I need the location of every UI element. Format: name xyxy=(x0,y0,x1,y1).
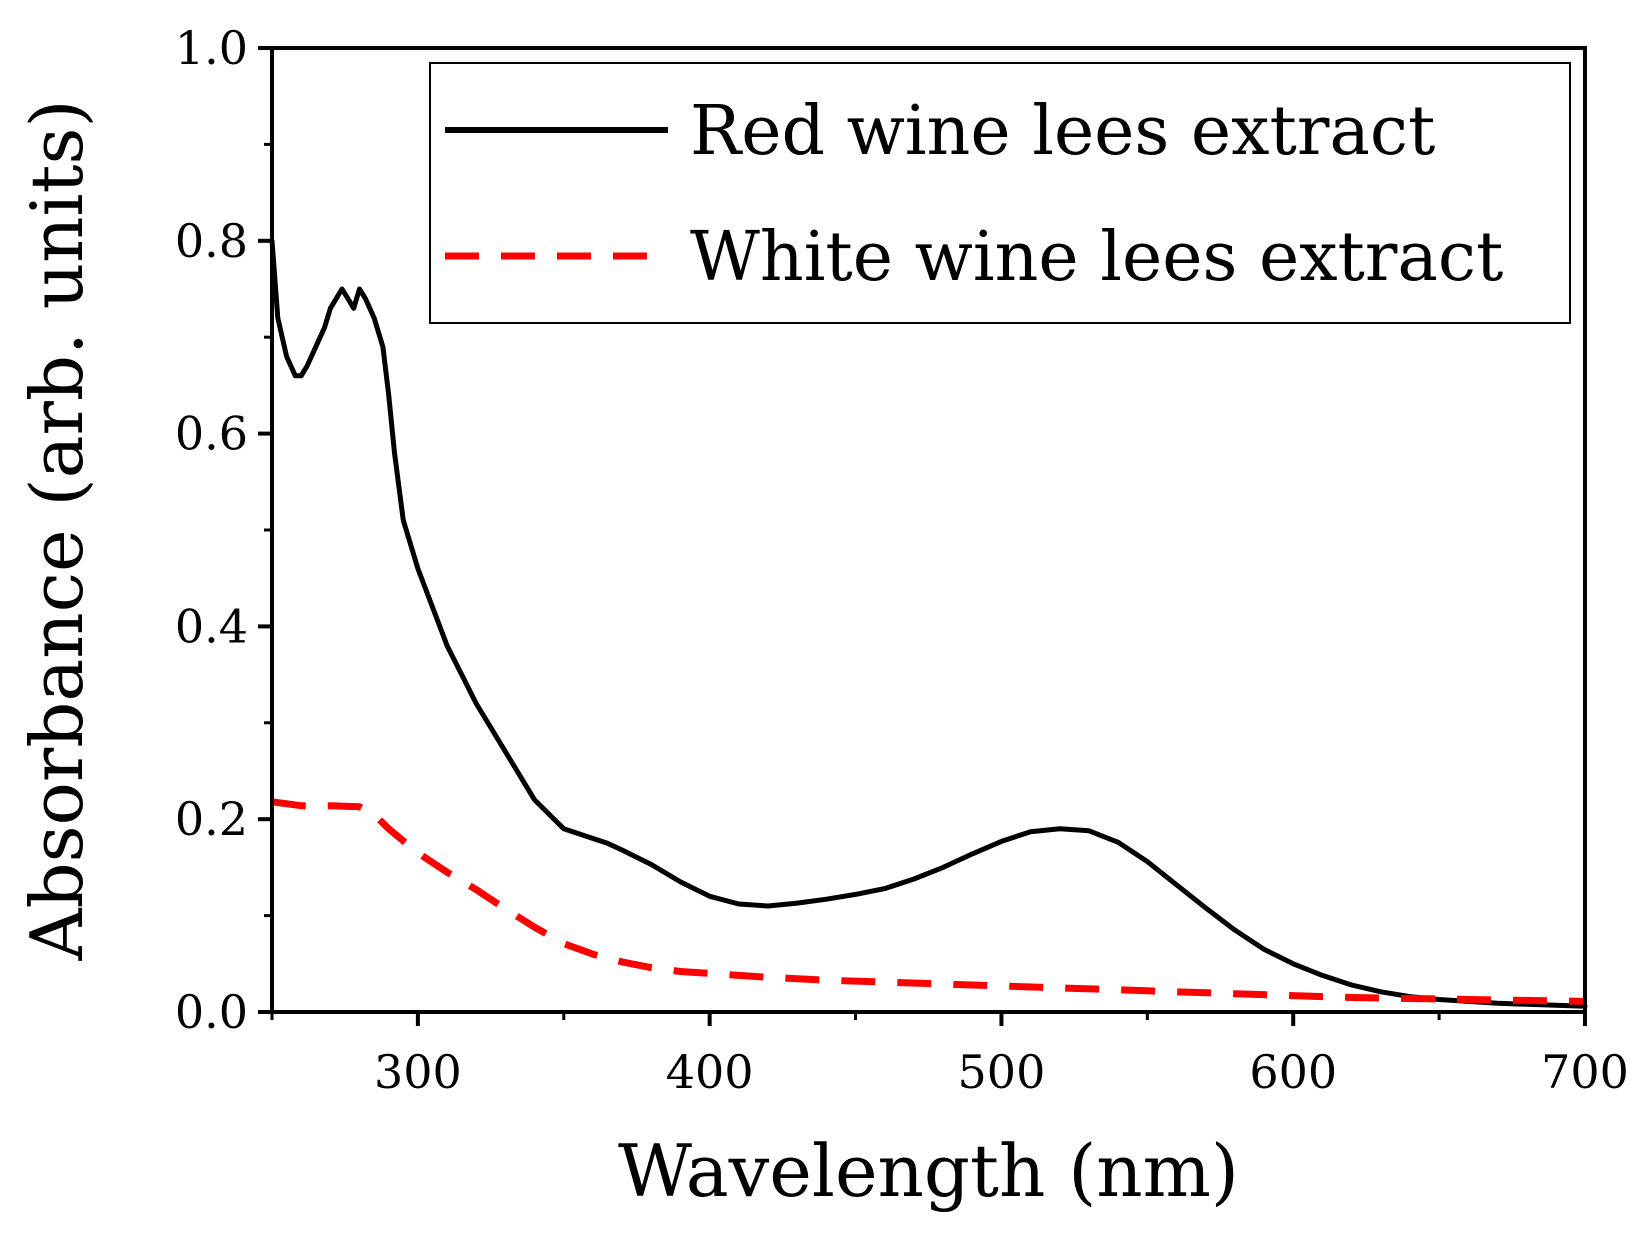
x-tick-label: 700 xyxy=(1541,1045,1629,1099)
series-line-white-wine xyxy=(271,798,1586,1005)
y-tick-label: 0.8 xyxy=(175,214,248,268)
major-tick-layer xyxy=(258,46,1587,1026)
y-tick-label: 0.0 xyxy=(175,985,248,1039)
plot-frame xyxy=(270,46,1587,1014)
series-layer xyxy=(269,238,1588,1009)
x-tick-label: 500 xyxy=(958,1045,1046,1099)
legend-label-white-wine: White wine lees extract xyxy=(690,218,1503,297)
y-tick-label: 1.0 xyxy=(175,21,248,75)
y-tick-label: 0.4 xyxy=(175,599,248,653)
x-axis-title: Wavelength (nm) xyxy=(618,1129,1239,1213)
y-axis-title: Absorbance (arb. units) xyxy=(15,99,99,961)
x-tick-label: 400 xyxy=(666,1045,754,1099)
x-tick-label: 300 xyxy=(374,1045,462,1099)
y-tick-label: 0.6 xyxy=(175,407,248,461)
legend-label-red-wine: Red wine lees extract xyxy=(690,92,1435,171)
y-tick-label: 0.2 xyxy=(175,792,248,846)
legend: Red wine lees extract White wine lees ex… xyxy=(429,62,1571,324)
legend-box xyxy=(429,62,1571,324)
x-tick-label: 600 xyxy=(1249,1045,1337,1099)
tick-label-layer: 300 400 500 600 700 0.0 0.2 0.4 0.6 0.8 1.0 xyxy=(175,21,1629,1099)
series-line-red-wine xyxy=(269,238,1588,1009)
